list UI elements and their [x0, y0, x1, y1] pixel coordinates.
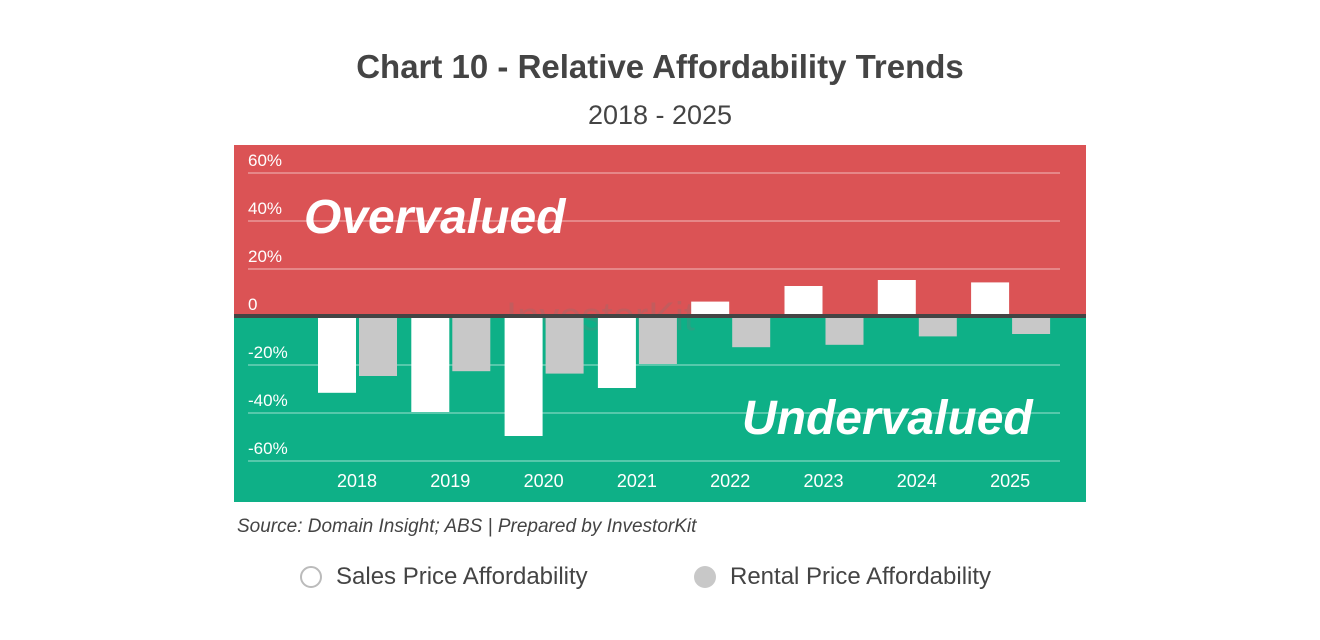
bar-sales-2021	[597, 316, 636, 388]
bar-rental-2023	[825, 316, 864, 345]
bar-sales-2025	[971, 282, 1010, 316]
legend-label-sales: Sales Price Affordability	[336, 563, 588, 590]
overvalued-region	[234, 145, 1086, 316]
legend-item-rental[interactable]: Rental Price Affordability	[694, 563, 991, 591]
bar-sales-2022	[691, 301, 730, 316]
y-tick-label: 40%	[248, 199, 282, 218]
bar-sales-2024	[877, 280, 916, 316]
y-tick-label: -40%	[248, 391, 288, 410]
legend-item-sales[interactable]: Sales Price Affordability	[300, 563, 588, 591]
bar-rental-2019	[452, 316, 491, 372]
bar-sales-2023	[784, 286, 823, 316]
x-tick-label: 2019	[430, 471, 470, 491]
y-tick-label: 20%	[248, 247, 282, 266]
x-tick-label: 2023	[803, 471, 843, 491]
chart-subtitle: 2018 - 2025	[587, 100, 733, 130]
x-tick-label: 2020	[524, 471, 564, 491]
x-tick-label: 2024	[897, 471, 937, 491]
source-note: Source: Domain Insight; ABS | Prepared b…	[237, 516, 697, 537]
y-tick-label: 0	[248, 295, 257, 314]
bar-rental-2018	[359, 316, 397, 376]
bar-rental-2025	[1012, 316, 1051, 334]
bar-rental-2024	[918, 316, 957, 337]
undervalued-label: Undervalued	[742, 392, 1034, 445]
y-tick-label: 60%	[248, 151, 282, 170]
chart-plot: 60% 40% 20% 0 -20% -40% -60% Overvalued Underval…	[234, 145, 1086, 502]
x-tick-label: 2018	[337, 471, 377, 491]
overvalued-label: Overvalued	[304, 191, 567, 244]
x-tick-label: 2022	[710, 471, 750, 491]
x-tick-label: 2025	[990, 471, 1030, 491]
legend-label-rental: Rental Price Affordability	[730, 563, 992, 590]
bar-sales-2018	[318, 316, 356, 393]
bar-sales-2020	[504, 316, 543, 436]
x-tick-label: 2021	[617, 471, 657, 491]
bar-rental-2022	[732, 316, 771, 348]
chart-title: Chart 10 - Relative Affordability Trends	[356, 48, 964, 85]
legend-swatch-rental	[694, 566, 716, 588]
bar-rental-2021	[638, 316, 677, 364]
y-tick-label: -20%	[248, 343, 288, 362]
y-tick-label: -60%	[248, 439, 288, 458]
legend-swatch-sales	[300, 566, 322, 588]
bar-sales-2019	[411, 316, 450, 412]
bar-rental-2020	[545, 316, 584, 374]
